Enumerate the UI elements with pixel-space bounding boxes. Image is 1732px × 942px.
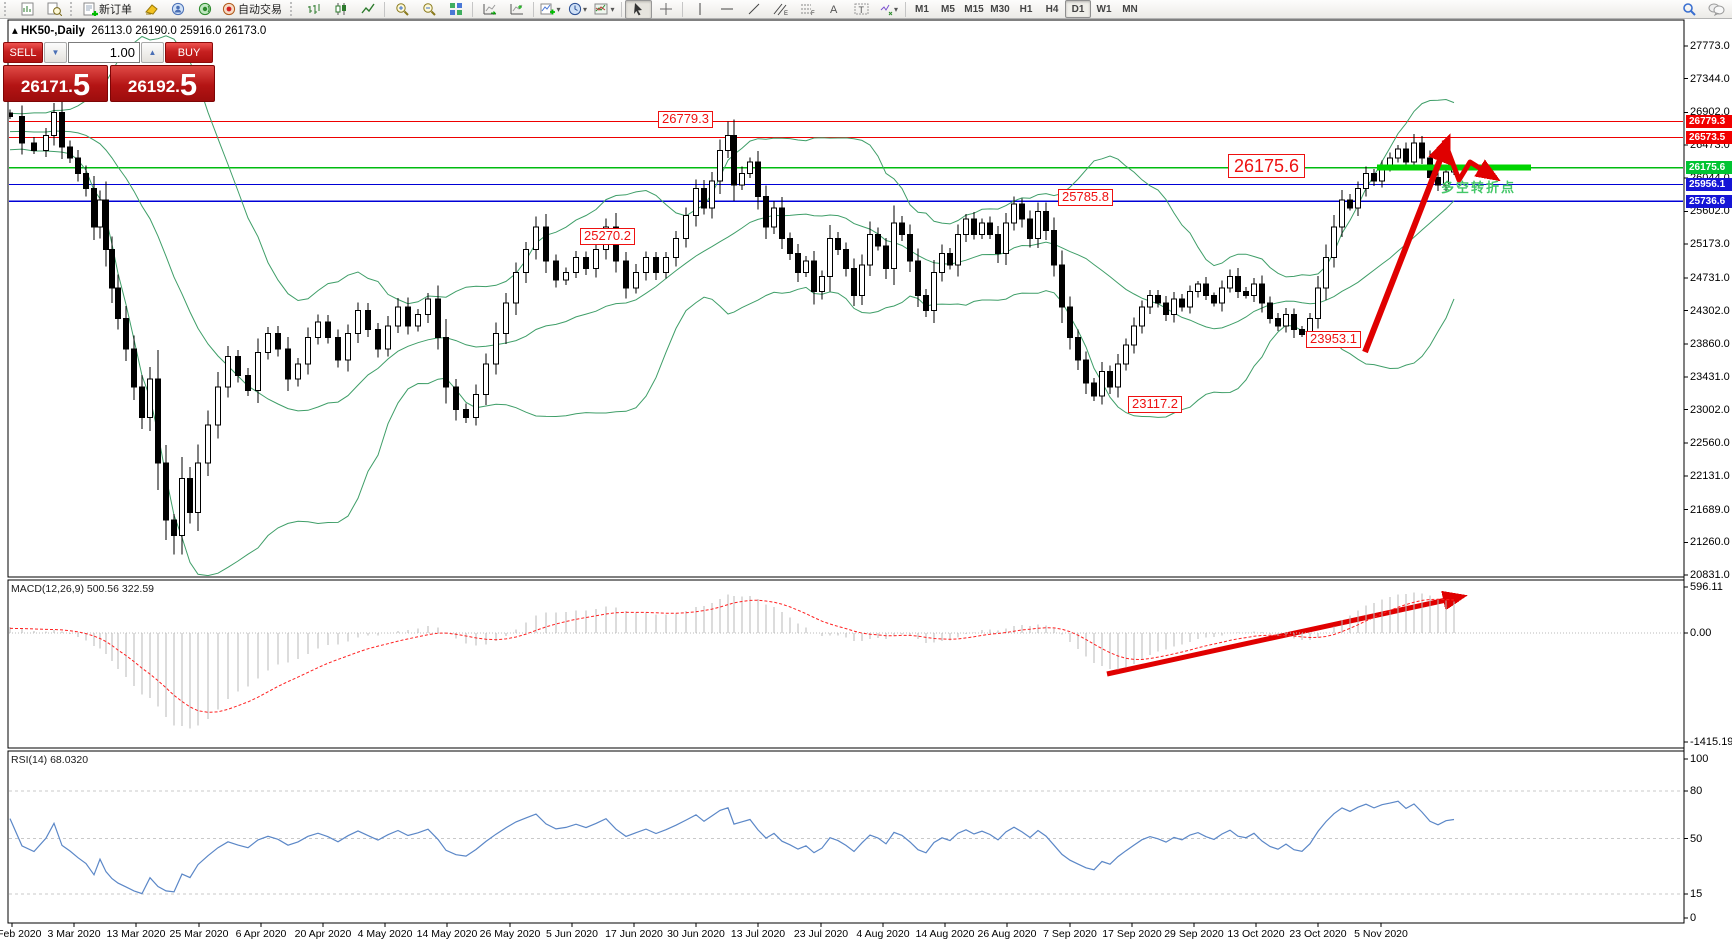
metaeditor-button[interactable] xyxy=(138,0,165,19)
timeframe-m15[interactable]: M15 xyxy=(964,3,984,15)
new-order-label: 新订单 xyxy=(99,4,132,16)
symbol-name: HK50-,Daily xyxy=(20,25,85,37)
toolbar-grip xyxy=(70,2,78,16)
candlesticks xyxy=(9,99,1457,555)
macd-indicator xyxy=(9,592,1683,729)
horizontal-price-lines[interactable] xyxy=(9,121,1683,202)
buy-price-main: 26192. xyxy=(127,77,180,96)
templates-dropdown-caret[interactable]: ▾ xyxy=(610,4,615,14)
auto-scroll-button[interactable] xyxy=(476,0,503,19)
search-button[interactable] xyxy=(1676,0,1703,19)
volume-increase-button[interactable]: ▲ xyxy=(141,42,164,63)
main-toolbar: 新订单 自动交易 ▾ ▾ ▾ E F A T ▾ M1 M5 M15 xyxy=(0,0,1732,19)
buy-price-big-digit: 5 xyxy=(179,67,198,102)
timeframe-h4[interactable]: H4 xyxy=(1045,3,1059,15)
periods-dropdown-caret[interactable]: ▾ xyxy=(582,4,587,14)
toolbar-grip xyxy=(4,2,12,16)
auto-trading-label: 自动交易 xyxy=(238,4,282,16)
line-chart-button[interactable] xyxy=(354,0,381,19)
fibonacci-tool[interactable]: F xyxy=(794,0,821,19)
templates-button[interactable]: ▾ xyxy=(591,0,618,19)
svg-text:A: A xyxy=(830,4,838,16)
zoom-out-button[interactable] xyxy=(415,0,442,19)
svg-text:F: F xyxy=(811,11,815,16)
toolbar-separator xyxy=(533,1,534,17)
toolbar-separator xyxy=(682,1,683,17)
toolbar-grip xyxy=(290,2,298,16)
chat-button[interactable] xyxy=(1703,0,1730,19)
svg-text:T: T xyxy=(859,5,865,15)
volume-input[interactable] xyxy=(68,42,140,63)
pullback-zigzag-arrow[interactable] xyxy=(1441,139,1501,183)
timeframe-m5[interactable]: M5 xyxy=(941,3,955,15)
indicators-dropdown-caret[interactable]: ▾ xyxy=(556,4,561,14)
text-label-tool[interactable]: T xyxy=(848,0,875,19)
toolbar-separator xyxy=(621,1,622,17)
rsi-indicator xyxy=(9,790,1683,895)
timeframe-d1[interactable]: D1 xyxy=(1065,0,1091,18)
buy-button[interactable]: BUY xyxy=(165,42,213,63)
candlestick-chart-button[interactable] xyxy=(327,0,354,19)
svg-text:E: E xyxy=(784,11,788,16)
toolbar-separator xyxy=(384,1,385,17)
auto-trading-button[interactable]: 自动交易 xyxy=(219,0,288,19)
toolbar-separator xyxy=(472,1,473,17)
tile-windows-button[interactable] xyxy=(442,0,469,19)
rsi-pane[interactable] xyxy=(7,750,1685,924)
timeframe-m30[interactable]: M30 xyxy=(990,3,1010,15)
sell-price-display[interactable]: 26171. 5 xyxy=(3,65,108,102)
sell-price-main: 26171. xyxy=(20,77,73,96)
cursor-tool-button[interactable] xyxy=(625,0,652,19)
zoom-in-button[interactable] xyxy=(388,0,415,19)
timeframe-m1[interactable]: M1 xyxy=(915,3,929,15)
timeframe-w1[interactable]: W1 xyxy=(1096,3,1112,15)
toolbar-separator xyxy=(905,1,906,17)
volume-decrease-button[interactable]: ▼ xyxy=(44,42,67,63)
horizontal-line-tool[interactable] xyxy=(713,0,740,19)
timeframe-h1[interactable]: H1 xyxy=(1019,3,1033,15)
indicators-button[interactable]: ▾ xyxy=(537,0,564,19)
crosshair-tool-button[interactable] xyxy=(652,0,679,19)
new-order-button[interactable]: 新订单 xyxy=(80,0,138,19)
timeframe-mn[interactable]: MN xyxy=(1122,3,1138,15)
trendline-tool[interactable] xyxy=(740,0,767,19)
symbol-marker-icon: ▴ xyxy=(12,25,18,37)
text-tool[interactable]: A xyxy=(821,0,848,19)
arrows-dropdown-caret[interactable]: ▾ xyxy=(893,4,898,14)
one-click-trading-panel: SELL ▼ ▲ BUY 26171.5 26192.5 xyxy=(3,42,219,102)
bar-chart-button[interactable] xyxy=(300,0,327,19)
strategy-tester-button[interactable] xyxy=(192,0,219,19)
arrows-tool[interactable]: ▾ xyxy=(875,0,902,19)
chart-profiles-button[interactable] xyxy=(41,0,68,19)
sell-button[interactable]: SELL xyxy=(3,42,43,63)
sell-price-big-digit: 5 xyxy=(72,67,91,102)
periods-button[interactable]: ▾ xyxy=(564,0,591,19)
new-chart-button[interactable] xyxy=(14,0,41,19)
chart-shift-button[interactable] xyxy=(503,0,530,19)
vertical-line-tool[interactable] xyxy=(686,0,713,19)
symbol-info-line: ▴ HK50-,Daily 26113.0 26190.0 25916.0 26… xyxy=(12,23,266,37)
symbol-ohlc-values: 26113.0 26190.0 25916.0 26173.0 xyxy=(91,25,267,37)
terminal-button[interactable] xyxy=(165,0,192,19)
equidistant-channel-tool[interactable]: E xyxy=(767,0,794,19)
buy-price-display[interactable]: 26192. 5 xyxy=(110,65,215,102)
main-up-arrow[interactable] xyxy=(1362,133,1451,354)
